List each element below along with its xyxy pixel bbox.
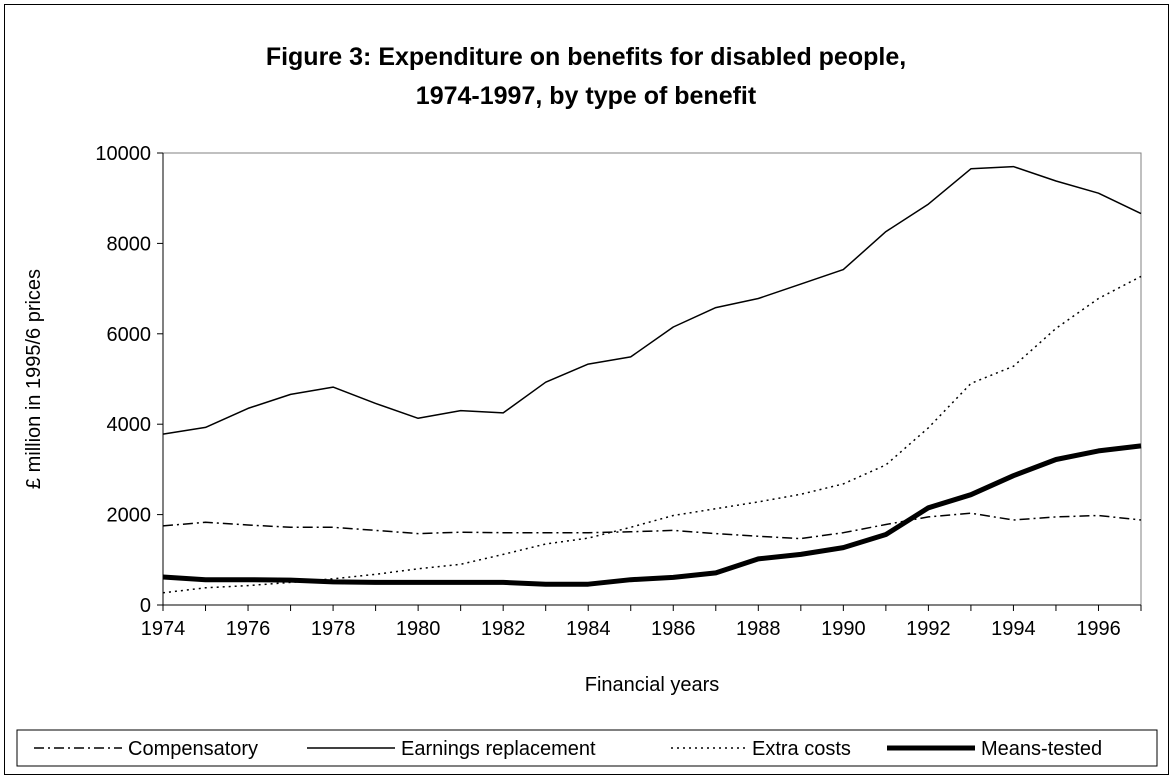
axes: 0 2000 4000 6000 8000 10000 1974 1976 1978 1980 19… xyxy=(95,143,1142,640)
x-tick-label: 1990 xyxy=(821,618,866,640)
legend: Compensatory Earnings replacement Extra co… xyxy=(34,738,1102,760)
y-tick-label: 6000 xyxy=(107,324,152,346)
series-group xyxy=(162,165,1142,594)
legend-label: Means-tested xyxy=(981,738,1102,760)
y-tick-label: 2000 xyxy=(107,505,152,527)
y-tick-label: 4000 xyxy=(107,414,152,436)
legend-label: Extra costs xyxy=(752,738,851,760)
chart-subtitle: 1974-1997, by type of benefit xyxy=(416,82,757,110)
series-line-compensatory xyxy=(162,512,1142,540)
y-axis-label: £ million in 1995/6 prices xyxy=(23,269,45,489)
series-line-means-tested xyxy=(162,443,1142,587)
series-line-extra-costs xyxy=(162,275,1142,594)
x-tick-label: 1996 xyxy=(1076,618,1121,640)
x-tick-label: 1974 xyxy=(141,618,186,640)
x-tick-label: 1982 xyxy=(481,618,526,640)
x-tick-label: 1984 xyxy=(566,618,611,640)
x-tick-label: 1992 xyxy=(906,618,951,640)
x-tick-label: 1986 xyxy=(651,618,696,640)
legend-label: Compensatory xyxy=(128,738,258,760)
x-tick-label: 1980 xyxy=(396,618,441,640)
x-tick-label: 1988 xyxy=(736,618,781,640)
x-tick-label: 1994 xyxy=(991,618,1036,640)
x-axis-label: Financial years xyxy=(585,674,720,696)
series-line-earnings-replacement xyxy=(162,165,1142,435)
chart-title: Figure 3: Expenditure on benefits for di… xyxy=(266,43,906,71)
legend-label: Earnings replacement xyxy=(401,738,596,760)
x-tick-label: 1978 xyxy=(311,618,356,640)
y-tick-label: 8000 xyxy=(107,233,152,255)
x-tick-label: 1976 xyxy=(226,618,271,640)
y-tick-label: 0 xyxy=(140,595,151,617)
y-tick-label: 10000 xyxy=(95,143,151,165)
plot-area xyxy=(162,152,1142,606)
chart-frame xyxy=(4,4,1169,775)
